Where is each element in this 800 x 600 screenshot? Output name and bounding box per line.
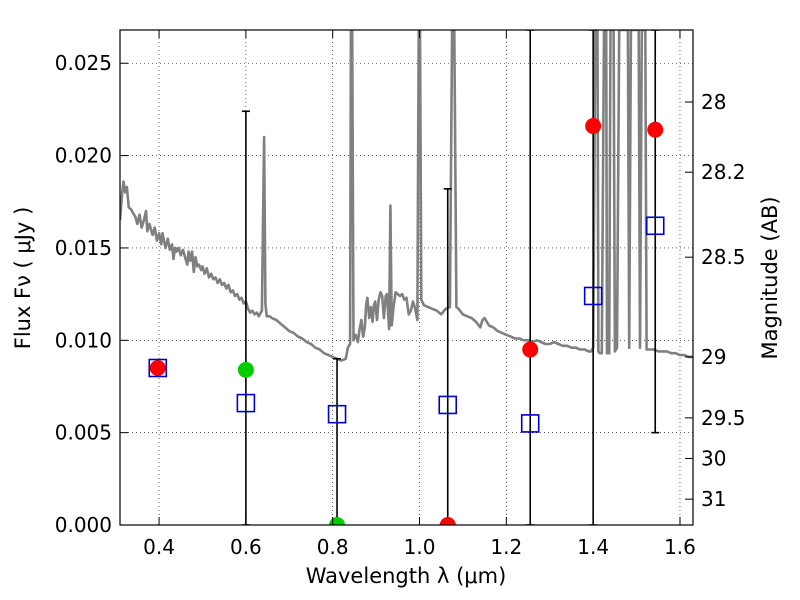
model-spectrum-line (120, 30, 693, 362)
x-tick-label: 1.2 (490, 535, 522, 559)
y-tick-labels: 0.000 0.005 0.010 0.015 0.020 0.025 (55, 51, 112, 537)
model-photometry-point (327, 404, 347, 424)
x-tick-label: 0.4 (143, 535, 175, 559)
y-tick-label: 0.025 (55, 51, 112, 75)
y-axis-title: Flux Fν ( μJy ) (11, 207, 35, 350)
x-axis-title: Wavelength λ (μm) (306, 564, 507, 588)
y2-tick-label: 28.2 (701, 160, 746, 184)
y2-tick-label: 31 (701, 487, 726, 511)
x-tick-label: 1.4 (577, 535, 609, 559)
model-photometry-point (148, 358, 168, 378)
y-tick-label: 0.005 (55, 421, 112, 445)
x-tick-label: 0.8 (317, 535, 349, 559)
observed-nir-point (522, 341, 539, 358)
y2-tick-label: 29.5 (701, 406, 746, 430)
x-tick-label: 1.0 (404, 535, 436, 559)
observed-nir-point (585, 118, 602, 135)
error-bars (241, 30, 660, 525)
model-photometry-point (236, 393, 256, 413)
y2-tick-label: 28 (701, 90, 726, 114)
y2-tick-label: 30 (701, 447, 726, 471)
data-markers (148, 118, 665, 525)
axis-ticks (120, 30, 693, 526)
y-tick-label: 0.000 (55, 513, 112, 537)
x-tick-label: 1.6 (664, 535, 696, 559)
x-tick-label: 0.6 (230, 535, 262, 559)
observed-nir-point (647, 121, 664, 138)
y2-tick-label: 28.5 (701, 245, 746, 269)
y2-tick-label: 29 (701, 345, 726, 369)
model-photometry-point (520, 414, 540, 433)
y-tick-label: 0.020 (55, 144, 112, 168)
model-photometry-point (583, 286, 603, 306)
observed-optical-point (237, 361, 254, 378)
y-tick-label: 0.010 (55, 328, 112, 352)
model-spectrum (120, 30, 693, 362)
model-photometry-point (438, 395, 458, 415)
y2-axis-title: Magnitude (AB) (758, 196, 782, 359)
observed-nir-point (149, 360, 166, 377)
model-photometry-point (645, 216, 665, 236)
observed-nir-point (439, 517, 456, 525)
y2-tick-labels: 28 28.2 28.5 29 29.5 30 31 (701, 90, 746, 511)
plot-frame (119, 29, 694, 526)
y-tick-label: 0.015 (55, 236, 112, 260)
x-tick-labels: 0.4 0.6 0.8 1.0 1.2 1.4 1.6 (143, 535, 696, 559)
